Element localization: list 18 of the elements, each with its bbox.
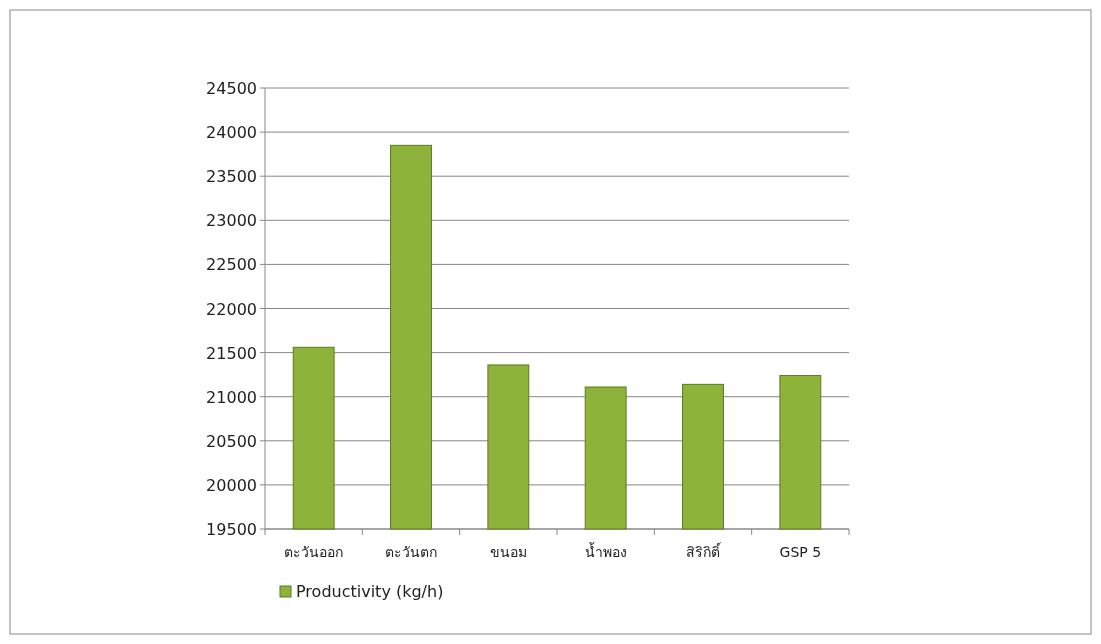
x-tick-label: GSP 5 [779, 544, 822, 560]
x-tick-label: ตะวันออก [284, 544, 344, 560]
x-tick-label: ขนอม [489, 544, 527, 560]
x-tick-label: น้ำพอง [584, 542, 627, 560]
y-tick-label: 21500 [206, 343, 257, 363]
y-tick-label: 19500 [206, 520, 257, 539]
legend-label: Productivity (kg/h) [296, 582, 444, 601]
y-tick-label: 23000 [206, 211, 257, 231]
y-tick-label: 22500 [206, 255, 257, 275]
y-tick-label: 22000 [206, 299, 257, 319]
y-tick-label: 20500 [206, 431, 257, 451]
y-tick-label: 24500 [206, 79, 257, 98]
x-tick-label: ตะวันตก [385, 544, 437, 560]
y-tick-label: 24000 [206, 123, 257, 143]
y-tick-label: 21000 [206, 387, 257, 407]
x-tick-label: สิริกิติ์ [686, 542, 722, 560]
y-tick-label: 20000 [206, 475, 257, 495]
y-tick-label: 23500 [206, 167, 257, 187]
